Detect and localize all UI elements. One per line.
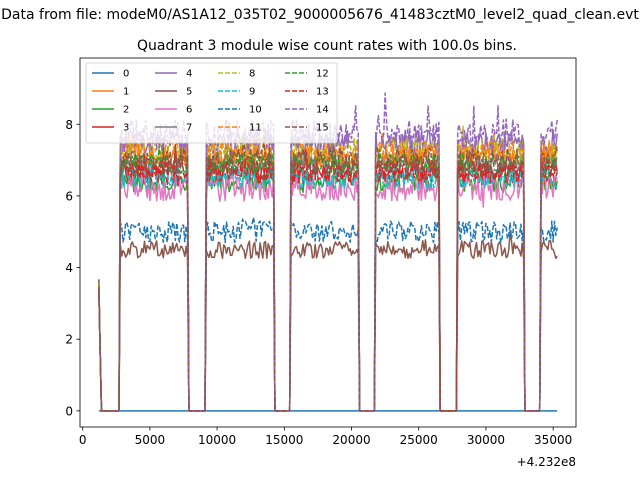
x-tick-label: 25000 (400, 433, 438, 447)
plot-frame (79, 57, 577, 428)
legend-frame (85, 62, 338, 144)
legend-label-0: 0 (123, 69, 129, 80)
legend-label-12: 12 (316, 69, 329, 80)
legend-label-11: 11 (249, 123, 262, 134)
y-tick-label: 0 (65, 404, 73, 418)
legend-label-9: 9 (249, 87, 255, 98)
legend-label-1: 1 (123, 87, 129, 98)
legend-label-8: 8 (249, 69, 255, 80)
legend-label-14: 14 (316, 105, 329, 116)
x-tick-label: 35000 (534, 433, 572, 447)
chart-title: Quadrant 3 module wise count rates with … (137, 38, 517, 54)
x-tick-label: 20000 (332, 433, 370, 447)
figure-suptitle: Data from file: modeM0/AS1A12_035T02_900… (1, 7, 639, 23)
x-tick-label: 30000 (467, 433, 505, 447)
x-tick-label: 0 (79, 433, 87, 447)
series-line-15 (98, 135, 558, 412)
legend-label-3: 3 (123, 123, 129, 134)
legend-label-15: 15 (316, 123, 329, 134)
x-tick-label: 5000 (135, 433, 166, 447)
legend-label-5: 5 (186, 87, 192, 98)
y-tick-label: 6 (65, 189, 73, 203)
x-tick-label: 15000 (265, 433, 303, 447)
x-offset-label: +4.232e8 (517, 455, 576, 469)
legend-label-2: 2 (123, 105, 129, 116)
legend-label-4: 4 (186, 69, 192, 80)
y-tick-label: 8 (65, 118, 73, 132)
legend-label-6: 6 (186, 105, 192, 116)
legend-label-7: 7 (186, 123, 192, 134)
y-axis: 0 2 4 6 8 (65, 118, 80, 418)
y-tick-label: 2 (65, 333, 73, 347)
x-axis: 0 5000 10000 15000 20000 25000 30000 35000 (79, 427, 572, 447)
legend-label-13: 13 (316, 87, 329, 98)
x-tick-label: 10000 (198, 433, 236, 447)
legend-label-10: 10 (249, 105, 262, 116)
series-line-5 (98, 230, 558, 412)
series-line-9 (98, 159, 558, 412)
y-tick-label: 4 (65, 261, 73, 275)
series-line-10 (98, 216, 558, 412)
